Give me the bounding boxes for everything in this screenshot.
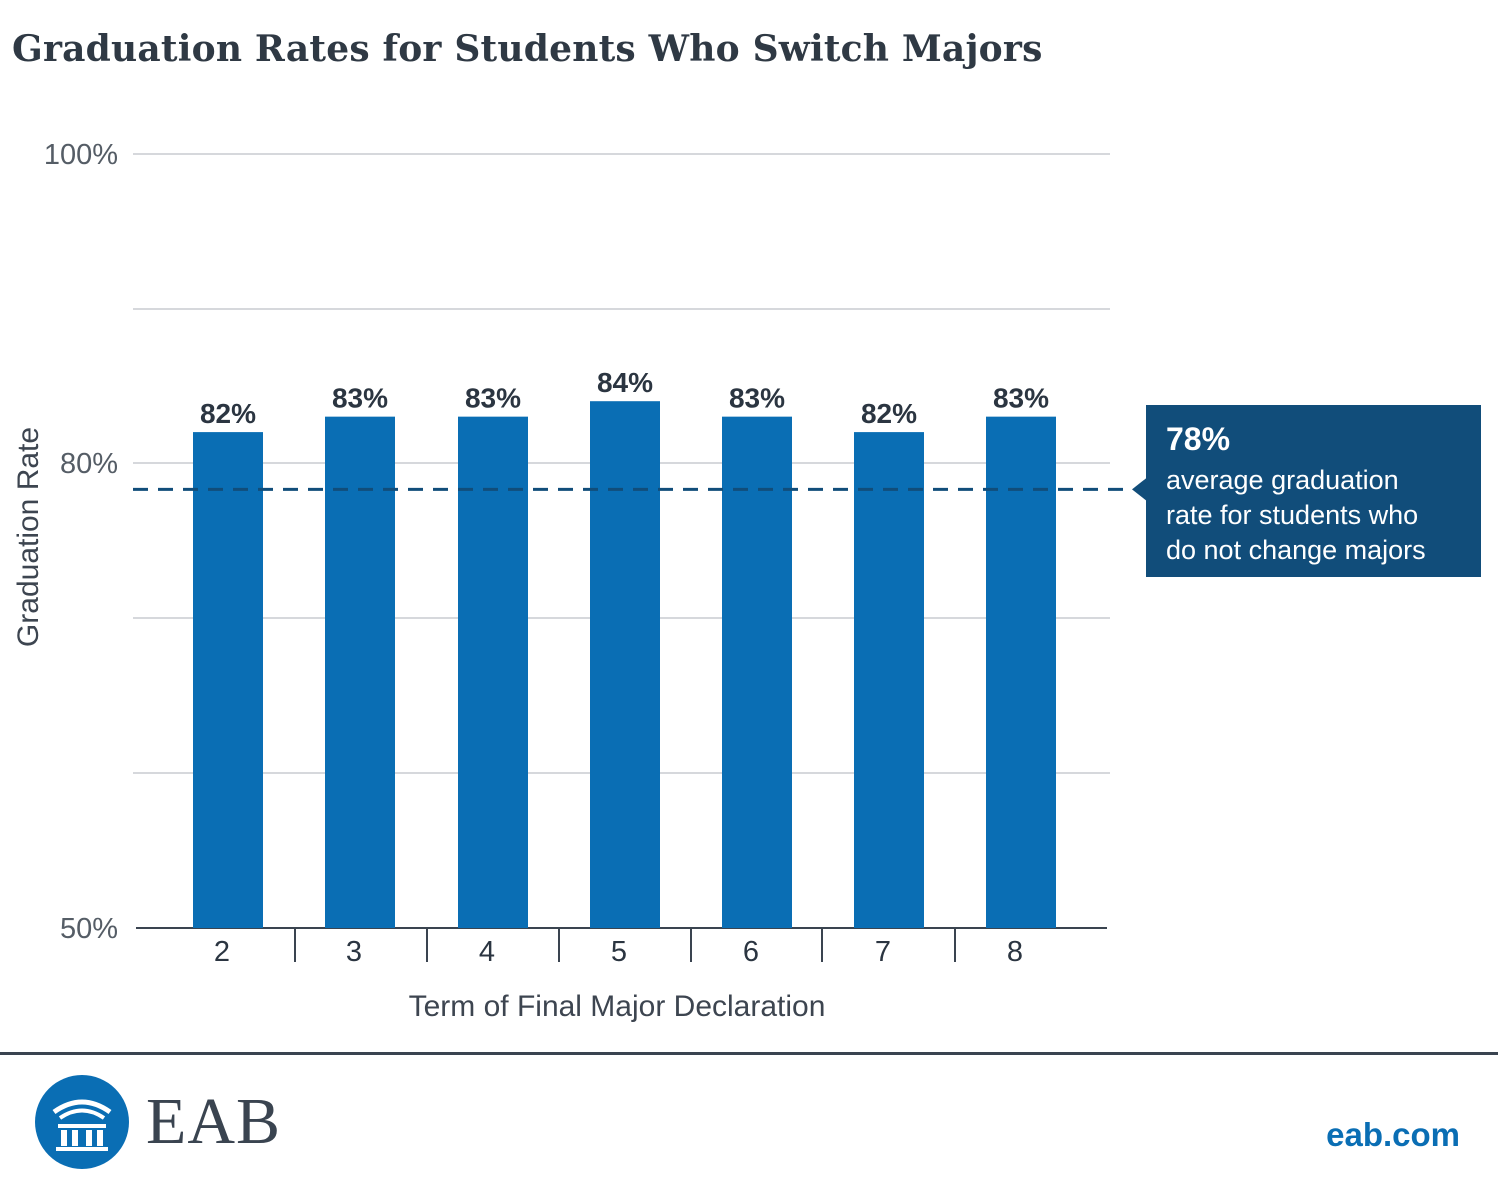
data-label: 84% — [597, 367, 653, 398]
website-link[interactable]: eab.com — [1326, 1116, 1460, 1153]
data-labels: 82% 83% 83% 84% 83% 82% 83% — [200, 367, 1049, 429]
data-label: 82% — [200, 398, 256, 429]
y-tick-label: 100% — [44, 139, 118, 171]
building-columns-icon — [35, 1075, 129, 1169]
bar-term-2 — [193, 432, 263, 928]
callout-text-line: rate for students who — [1166, 500, 1418, 530]
reference-callout-box — [1146, 405, 1481, 577]
y-axis-ticks: 100% 80% 50% — [44, 139, 118, 945]
reference-line-group: 78% average graduation rate for students w… — [133, 405, 1481, 577]
footer-divider — [0, 1052, 1498, 1055]
x-tick-label: 7 — [875, 936, 891, 968]
data-label: 83% — [993, 383, 1049, 414]
bar-term-5 — [590, 401, 660, 928]
bar-term-7 — [854, 432, 924, 928]
bar-term-6 — [722, 416, 792, 928]
x-tick-label: 2 — [214, 936, 230, 968]
bars — [193, 401, 1056, 928]
brand-name: EAB — [146, 1085, 281, 1158]
x-tick-label: 6 — [743, 936, 759, 968]
x-tick-label: 8 — [1007, 936, 1023, 968]
x-axis-ticks: 2 3 4 5 6 7 8 — [214, 928, 1023, 968]
x-tick-label: 5 — [611, 936, 627, 968]
chart-title: Graduation Rates for Students Who Switch… — [12, 28, 1043, 70]
data-label: 83% — [332, 383, 388, 414]
x-tick-label: 4 — [479, 936, 495, 968]
callout-value: 78% — [1166, 421, 1230, 457]
x-tick-label: 3 — [346, 936, 362, 968]
callout-text-line: do not change majors — [1166, 535, 1426, 565]
data-label: 83% — [729, 383, 785, 414]
callout-text-line: average graduation — [1166, 465, 1399, 495]
bar-term-8 — [986, 416, 1056, 928]
data-label: 82% — [861, 398, 917, 429]
y-tick-label: 50% — [60, 913, 118, 945]
x-axis-title: Term of Final Major Declaration — [409, 990, 826, 1023]
y-tick-label: 80% — [60, 448, 118, 480]
brand-logo[interactable]: EAB — [34, 1074, 281, 1170]
bar-term-4 — [458, 416, 528, 928]
bar-term-3 — [325, 416, 395, 928]
callout-pointer — [1132, 478, 1146, 501]
y-axis-title: Graduation Rate — [12, 427, 45, 647]
data-label: 83% — [465, 383, 521, 414]
